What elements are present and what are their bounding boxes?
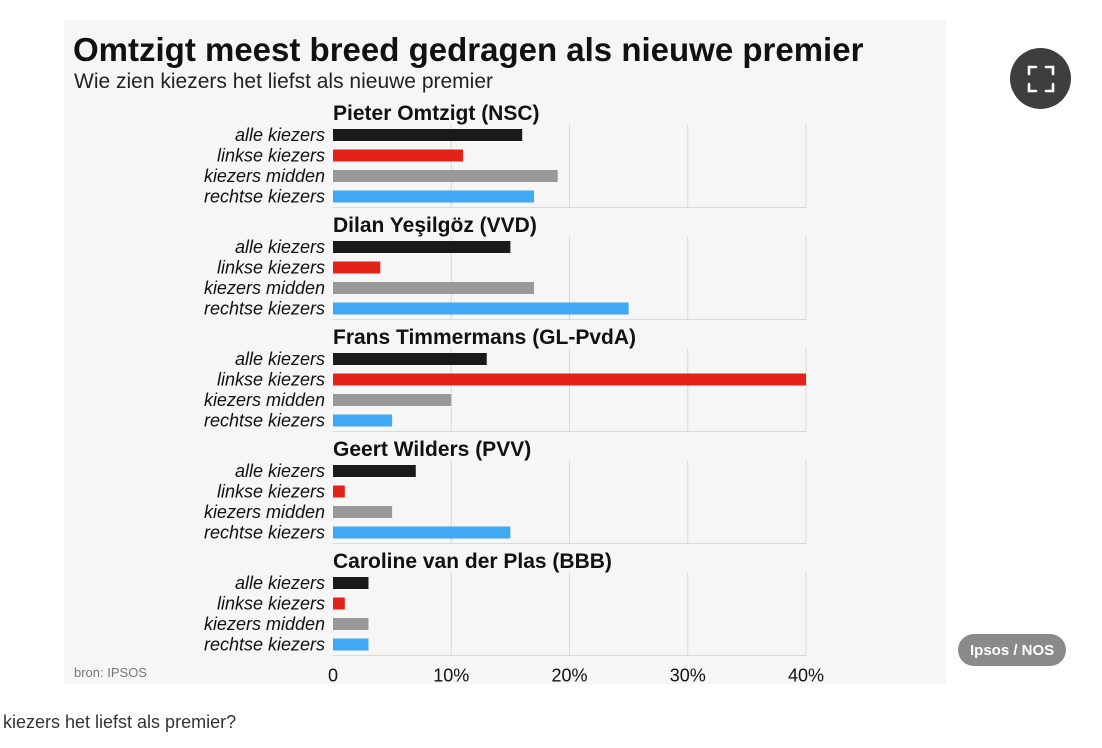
- group-title: Frans Timmermans (GL-PvdA): [333, 326, 636, 349]
- chart-title: Omtzigt meest breed gedragen als nieuwe …: [73, 31, 864, 68]
- group-title: Pieter Omtzigt (NSC): [333, 102, 540, 125]
- bar: [333, 597, 345, 610]
- category-label: linkse kiezers: [217, 482, 325, 502]
- credit-badge: Ipsos / NOS: [958, 634, 1067, 666]
- source-label: bron: IPSOS: [74, 665, 147, 680]
- category-label: alle kiezers: [235, 573, 325, 593]
- category-label: alle kiezers: [235, 461, 325, 481]
- bar: [333, 394, 452, 406]
- category-label: alle kiezers: [235, 125, 325, 145]
- bar: [333, 577, 369, 589]
- bar: [333, 129, 523, 141]
- x-tick-label: 20%: [551, 666, 587, 685]
- x-tick-label: 40%: [788, 666, 824, 685]
- category-label: alle kiezers: [235, 349, 325, 369]
- category-label: linkse kiezers: [217, 146, 325, 166]
- group-title: Geert Wilders (PVV): [333, 438, 531, 461]
- bar: [333, 282, 535, 294]
- bar: [333, 465, 416, 477]
- category-label: rechtse kiezers: [204, 299, 325, 319]
- bar: [333, 261, 381, 274]
- bar: [333, 526, 511, 539]
- bar: [333, 638, 369, 651]
- bar: [333, 149, 464, 162]
- category-label: rechtse kiezers: [204, 187, 325, 207]
- category-label: kiezers midden: [204, 502, 325, 522]
- group-title: Caroline van der Plas (BBB): [333, 550, 612, 573]
- category-label: linkse kiezers: [217, 594, 325, 614]
- category-label: linkse kiezers: [217, 258, 325, 278]
- x-tick-label: 30%: [670, 666, 706, 685]
- category-label: kiezers midden: [204, 278, 325, 298]
- bar: [333, 373, 806, 386]
- bar: [333, 170, 558, 182]
- bar: [333, 302, 629, 315]
- chart-graphic: Omtzigt meest breed gedragen als nieuwe …: [64, 20, 946, 684]
- category-label: rechtse kiezers: [204, 523, 325, 543]
- category-label: kiezers midden: [204, 390, 325, 410]
- caption-text: kiezers het liefst als premier?: [3, 712, 237, 732]
- expand-button[interactable]: [1010, 48, 1071, 109]
- chart-subtitle: Wie zien kiezers het liefst als nieuwe p…: [74, 70, 493, 93]
- bar: [333, 485, 345, 498]
- bar: [333, 506, 393, 518]
- x-tick-label: 0: [328, 666, 338, 685]
- category-label: alle kiezers: [235, 237, 325, 257]
- category-label: kiezers midden: [204, 614, 325, 634]
- bar: [333, 241, 511, 253]
- bar: [333, 353, 487, 365]
- chart-svg: Omtzigt meest breed gedragen als nieuwe …: [73, 31, 864, 684]
- x-tick-label: 10%: [433, 666, 469, 685]
- bar: [333, 618, 369, 630]
- expand-icon: [1027, 65, 1054, 92]
- category-label: rechtse kiezers: [204, 635, 325, 655]
- group-title: Dilan Yeşilgöz (VVD): [333, 214, 537, 237]
- category-label: linkse kiezers: [217, 370, 325, 390]
- category-label: kiezers midden: [204, 166, 325, 186]
- bar: [333, 414, 393, 427]
- bar: [333, 190, 535, 203]
- category-label: rechtse kiezers: [204, 411, 325, 431]
